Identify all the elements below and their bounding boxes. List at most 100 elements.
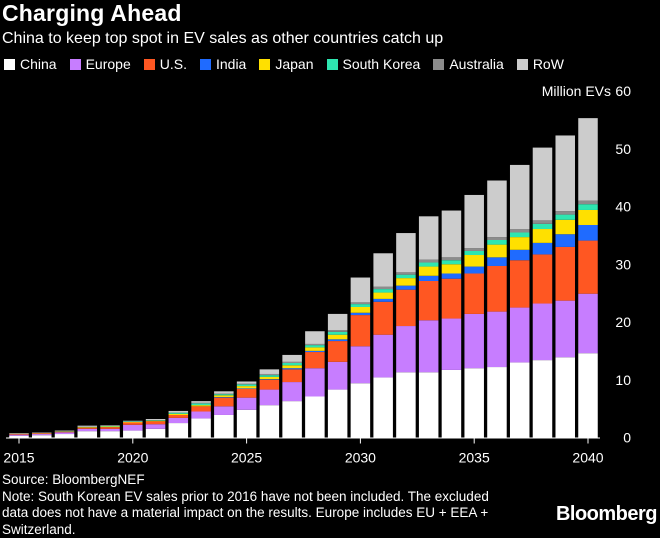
bar-segment-south-korea-2040 xyxy=(578,204,598,210)
bar-segment-u-s--2023 xyxy=(191,406,211,411)
bar-segment-india-2030 xyxy=(351,313,371,315)
bar-segment-south-korea-2028 xyxy=(305,345,325,347)
bar-segment-europe-2036 xyxy=(487,312,507,367)
x-tick-label-2030: 2030 xyxy=(345,450,376,466)
bar-segment-row-2016 xyxy=(32,433,52,434)
bar-segment-india-2039 xyxy=(555,234,575,247)
bar-segment-south-korea-2027 xyxy=(282,363,302,365)
bar-segment-india-2037 xyxy=(510,250,529,260)
bar-segment-india-2026 xyxy=(260,379,280,380)
bar-segment-china-2017 xyxy=(55,434,75,437)
bar-segment-australia-2024 xyxy=(214,394,234,395)
bar-segment-australia-2025 xyxy=(237,384,257,385)
bar-segment-europe-2030 xyxy=(351,346,371,383)
bar-segment-row-2026 xyxy=(260,369,280,374)
bar-segment-japan-2029 xyxy=(328,335,348,340)
bar-segment-china-2026 xyxy=(260,405,280,437)
bar-segment-india-2034 xyxy=(442,273,462,278)
bar-segment-south-korea-2034 xyxy=(442,260,462,264)
bar-segment-u-s--2037 xyxy=(510,260,529,307)
bar-segment-south-korea-2020 xyxy=(123,421,143,422)
bar-segment-u-s--2018 xyxy=(78,428,98,429)
bar-segment-u-s--2024 xyxy=(214,398,234,407)
bar-segment-u-s--2029 xyxy=(328,341,348,362)
bar-segment-row-2020 xyxy=(123,421,143,422)
bar-segment-europe-2023 xyxy=(191,412,211,419)
bar-segment-south-korea-2025 xyxy=(237,384,257,386)
note-line-3: Switzerland. xyxy=(2,522,562,538)
bar-segment-japan-2034 xyxy=(442,264,462,273)
y-tick-label-50: 50 xyxy=(615,141,631,157)
bar-segment-row-2021 xyxy=(146,419,166,420)
bar-segment-row-2028 xyxy=(305,331,325,344)
bar-segment-china-2025 xyxy=(237,410,257,438)
bar-segment-india-2033 xyxy=(419,276,439,281)
bar-segment-europe-2016 xyxy=(32,434,52,435)
bars xyxy=(9,118,598,437)
bar-segment-europe-2028 xyxy=(305,368,325,396)
bar-segment-u-s--2017 xyxy=(55,432,75,433)
bar-segment-row-2015 xyxy=(9,433,29,434)
bar-segment-south-korea-2036 xyxy=(487,240,507,245)
bar-segment-australia-2036 xyxy=(487,237,507,240)
bar-segment-europe-2017 xyxy=(55,432,75,434)
bar-segment-australia-2027 xyxy=(282,362,302,363)
y-tick-label-20: 20 xyxy=(615,314,631,330)
bar-segment-u-s--2035 xyxy=(464,273,484,313)
bar-segment-australia-2029 xyxy=(328,330,348,332)
bar-segment-europe-2033 xyxy=(419,320,439,372)
bar-segment-india-2024 xyxy=(214,397,234,398)
bar-segment-japan-2031 xyxy=(373,293,393,299)
bar-segment-row-2025 xyxy=(237,381,257,383)
bar-segment-row-2031 xyxy=(373,253,393,287)
bar-segment-japan-2040 xyxy=(578,210,598,225)
bar-segment-u-s--2039 xyxy=(555,247,575,301)
bar-segment-europe-2031 xyxy=(373,335,393,378)
bar-segment-south-korea-2030 xyxy=(351,304,371,307)
bar-segment-australia-2037 xyxy=(510,229,529,232)
bar-segment-australia-2034 xyxy=(442,257,462,260)
bar-segment-india-2027 xyxy=(282,368,302,369)
bar-segment-china-2033 xyxy=(419,372,439,437)
bar-segment-row-2040 xyxy=(578,118,598,201)
bar-segment-australia-2033 xyxy=(419,260,439,263)
bar-segment-europe-2018 xyxy=(78,429,98,431)
bar-segment-south-korea-2039 xyxy=(555,215,575,220)
y-tick-label-60: 60 xyxy=(615,83,631,99)
bar-segment-u-s--2033 xyxy=(419,281,439,320)
bar-segment-europe-2015 xyxy=(9,435,29,436)
bar-segment-japan-2020 xyxy=(123,422,143,423)
bar-segment-south-korea-2026 xyxy=(260,375,280,377)
bloomberg-logo: Bloomberg xyxy=(556,503,657,526)
bar-segment-china-2036 xyxy=(487,367,507,437)
bar-segment-u-s--2020 xyxy=(123,422,143,424)
bar-segment-japan-2038 xyxy=(533,229,553,243)
bar-segment-japan-2021 xyxy=(146,421,166,422)
bar-segment-u-s--2028 xyxy=(305,352,325,368)
bar-segment-japan-2033 xyxy=(419,267,439,276)
y-axis-label: Million EVs xyxy=(542,83,611,99)
bar-segment-australia-2031 xyxy=(373,287,393,289)
bar-segment-india-2025 xyxy=(237,388,257,389)
bar-segment-china-2022 xyxy=(169,423,189,437)
bar-segment-south-korea-2023 xyxy=(191,403,211,405)
x-tick-label-2040: 2040 xyxy=(572,450,603,466)
bar-segment-china-2031 xyxy=(373,377,393,437)
x-tick-label-2015: 2015 xyxy=(3,450,34,466)
bar-segment-australia-2040 xyxy=(578,201,598,204)
bar-segment-row-2027 xyxy=(282,355,302,362)
bar-segment-south-korea-2037 xyxy=(510,232,529,237)
bar-segment-japan-2023 xyxy=(191,405,211,406)
bar-segment-china-2016 xyxy=(32,435,52,437)
bar-segment-south-korea-2021 xyxy=(146,420,166,421)
bar-segment-australia-2038 xyxy=(533,220,553,223)
bar-segment-japan-2039 xyxy=(555,220,575,234)
bar-segment-china-2023 xyxy=(191,418,211,437)
bar-segment-japan-2026 xyxy=(260,377,280,379)
bar-segment-south-korea-2024 xyxy=(214,394,234,395)
note-line-2: data does not have a material impact on … xyxy=(2,505,562,522)
bar-segment-china-2021 xyxy=(146,429,166,438)
bar-segment-china-2040 xyxy=(578,353,598,437)
bar-segment-india-2035 xyxy=(464,267,484,274)
